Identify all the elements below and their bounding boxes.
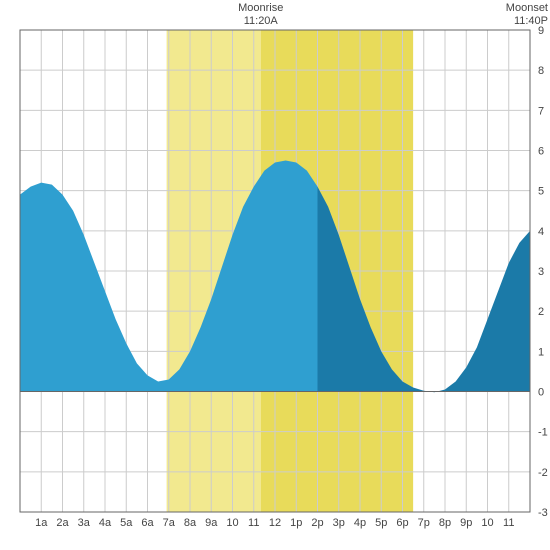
x-tick-label: 9p	[460, 517, 472, 529]
x-tick-label: 8a	[184, 517, 197, 529]
moonrise-time: 11:20A	[211, 15, 311, 28]
x-tick-label: 10	[226, 517, 238, 529]
y-tick-label: 5	[538, 186, 544, 198]
x-tick-label: 11	[248, 517, 259, 529]
x-tick-label: 8p	[439, 517, 451, 529]
y-tick-label: 7	[538, 105, 544, 117]
x-tick-label: 4a	[99, 517, 112, 529]
moonset-label: Moonset	[506, 2, 548, 15]
y-tick-label: 0	[538, 387, 544, 399]
y-tick-label: 6	[538, 146, 544, 158]
x-tick-label: 12	[269, 517, 281, 529]
x-tick-label: 3p	[333, 517, 345, 529]
x-tick-label: 2a	[56, 517, 69, 529]
moonrise-annotation: Moonrise 11:20A	[211, 2, 311, 28]
x-tick-label: 7p	[418, 517, 430, 529]
moonrise-label: Moonrise	[211, 2, 311, 15]
y-tick-label: 2	[538, 306, 544, 318]
x-tick-label: 5a	[120, 517, 133, 529]
x-tick-label: 2p	[311, 517, 323, 529]
moonset-annotation: Moonset 11:40P	[506, 2, 548, 28]
y-tick-label: 8	[538, 65, 544, 77]
x-tick-label: 11	[503, 517, 514, 529]
chart-svg: 1a2a3a4a5a6a7a8a9a1011121p2p3p4p5p6p7p8p…	[0, 0, 550, 550]
x-tick-label: 6a	[141, 517, 154, 529]
x-tick-label: 9a	[205, 517, 218, 529]
y-tick-label: -1	[538, 427, 548, 439]
y-tick-label: 4	[538, 226, 544, 238]
x-tick-label: 4p	[354, 517, 366, 529]
x-tick-label: 1a	[35, 517, 48, 529]
tide-chart: Moonrise 11:20A Moonset 11:40P 1a 2a 3a 4a 5…	[0, 0, 550, 550]
x-tick-label: 1p	[290, 517, 302, 529]
y-tick-label: -2	[538, 467, 548, 479]
x-tick-label: 7a	[163, 517, 176, 529]
x-tick-label: 5p	[375, 517, 387, 529]
y-tick-label: 1	[538, 346, 544, 358]
moonset-time: 11:40P	[506, 15, 548, 28]
y-tick-label: 3	[538, 266, 544, 278]
y-tick-label: -3	[538, 507, 548, 519]
x-tick-label: 10	[481, 517, 493, 529]
x-tick-label: 3a	[78, 517, 91, 529]
x-tick-label: 6p	[396, 517, 408, 529]
